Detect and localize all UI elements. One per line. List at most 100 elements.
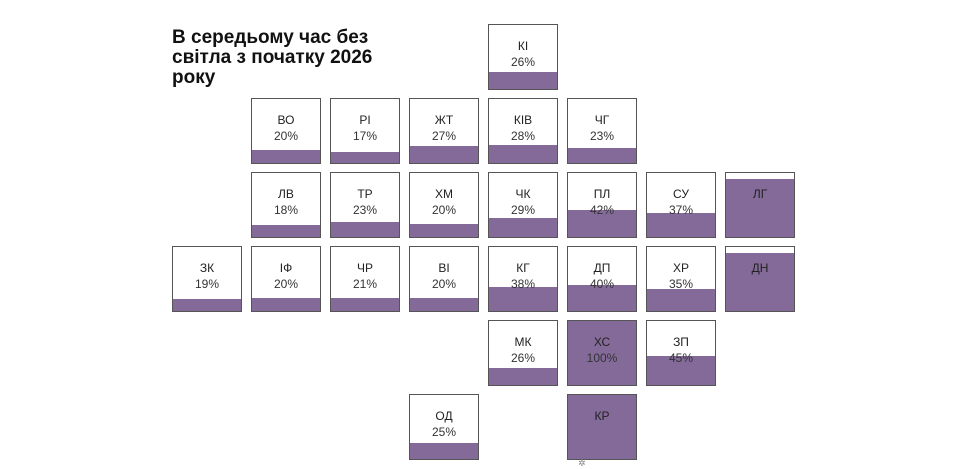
region-fill-bar <box>647 289 715 311</box>
region-tile-13: ЗК 19% <box>172 246 242 312</box>
region-tile-11: СУ 37% <box>646 172 716 238</box>
region-value-label: 23% <box>589 129 615 143</box>
region-code: ЖТ <box>434 113 454 127</box>
region-fill-bar <box>647 356 715 385</box>
region-code: КІ <box>517 39 529 53</box>
region-fill-bar <box>410 298 478 311</box>
region-tile-20: ДН <box>725 246 795 312</box>
region-value-label: 35% <box>668 277 694 291</box>
region-tile-3: ЖТ 27% <box>409 98 479 164</box>
region-fill-bar <box>410 146 478 163</box>
region-value-label: 28% <box>510 129 536 143</box>
region-tile-8: ХМ 20% <box>409 172 479 238</box>
region-fill-bar <box>489 368 557 385</box>
region-code: ЧГ <box>594 113 610 127</box>
region-tile-16: ВІ 20% <box>409 246 479 312</box>
region-tile-24: ОД 25% <box>409 394 479 460</box>
region-value-label: 17% <box>352 129 378 143</box>
region-code: ЧР <box>356 261 373 275</box>
region-tile-9: ЧК 29% <box>488 172 558 238</box>
region-code: ВІ <box>438 261 450 275</box>
region-fill-bar <box>173 299 241 311</box>
region-value-label: 23% <box>352 203 378 217</box>
region-fill-bar <box>489 287 557 311</box>
region-fill-bar <box>568 395 636 459</box>
region-code: ДН <box>751 261 769 275</box>
region-fill-bar <box>252 298 320 311</box>
region-tile-23: ЗП 45% <box>646 320 716 386</box>
region-fill-bar <box>410 224 478 237</box>
region-code: ЗК <box>199 261 215 275</box>
region-fill-bar <box>647 213 715 237</box>
region-value-label: 26% <box>510 55 536 69</box>
region-code: ЛГ <box>752 187 768 201</box>
region-tile-22: ХС 100% <box>567 320 637 386</box>
region-value-label: 26% <box>510 351 536 365</box>
region-code: ХМ <box>435 187 453 201</box>
region-fill-bar <box>568 285 636 311</box>
region-value-label: 20% <box>431 203 457 217</box>
region-fill-bar <box>252 225 320 237</box>
region-value-label: 42% <box>589 203 615 217</box>
region-tile-19: ХР 35% <box>646 246 716 312</box>
region-fill-bar <box>489 72 557 89</box>
region-value-label: 29% <box>510 203 536 217</box>
region-code: КІВ <box>513 113 533 127</box>
region-fill-bar <box>568 148 636 163</box>
region-fill-bar <box>489 218 557 237</box>
region-tile-25: КР <box>567 394 637 460</box>
region-value-label: 45% <box>668 351 694 365</box>
region-tile-0: КІ 26% <box>488 24 558 90</box>
region-value-label: 38% <box>510 277 536 291</box>
region-fill-bar <box>410 443 478 459</box>
region-code: ВО <box>277 113 295 127</box>
region-code: РІ <box>359 113 371 127</box>
region-fill-bar <box>489 145 557 163</box>
region-fill-bar <box>252 150 320 163</box>
region-value-label: 20% <box>273 277 299 291</box>
region-code: ІФ <box>279 261 293 275</box>
region-tile-21: МК 26% <box>488 320 558 386</box>
region-value-label: 18% <box>273 203 299 217</box>
region-tile-6: ЛВ 18% <box>251 172 321 238</box>
region-value-label: 40% <box>589 277 615 291</box>
region-tile-5: ЧГ 23% <box>567 98 637 164</box>
region-fill-bar <box>331 152 399 163</box>
region-fill-bar <box>331 222 399 237</box>
region-code: ЗП <box>673 335 689 349</box>
region-value-label: 37% <box>668 203 694 217</box>
region-value-label: 27% <box>431 129 457 143</box>
region-tile-2: РІ 17% <box>330 98 400 164</box>
region-tile-17: КГ 38% <box>488 246 558 312</box>
region-tile-12: ЛГ <box>725 172 795 238</box>
region-tile-4: КІВ 28% <box>488 98 558 164</box>
region-code: ПЛ <box>593 187 611 201</box>
region-tile-18: ДП 40% <box>567 246 637 312</box>
region-code: КГ <box>516 261 530 275</box>
region-fill-bar <box>568 321 636 385</box>
region-code: СУ <box>673 187 689 201</box>
region-code: ХС <box>593 335 611 349</box>
region-fill-bar <box>726 179 794 237</box>
region-fill-bar <box>726 253 794 311</box>
region-tile-14: ІФ 20% <box>251 246 321 312</box>
region-value-label: 100% <box>586 351 618 365</box>
region-value-label: 20% <box>273 129 299 143</box>
region-value-label: 20% <box>431 277 457 291</box>
chart-title: В середьому час без світла з початку 202… <box>172 27 373 88</box>
region-value-label: 25% <box>431 425 457 439</box>
region-code: ОД <box>435 409 453 423</box>
region-code: ЛВ <box>278 187 294 201</box>
source-mark-icon: ✲ <box>578 458 586 468</box>
region-code: МК <box>514 335 532 349</box>
region-value-label: 19% <box>194 277 220 291</box>
region-tile-15: ЧР 21% <box>330 246 400 312</box>
region-tile-1: ВО 20% <box>251 98 321 164</box>
region-tile-7: ТР 23% <box>330 172 400 238</box>
region-code: ТР <box>357 187 373 201</box>
region-code: ДП <box>593 261 611 275</box>
region-value-label: 21% <box>352 277 378 291</box>
region-tile-10: ПЛ 42% <box>567 172 637 238</box>
region-code: ЧК <box>515 187 531 201</box>
